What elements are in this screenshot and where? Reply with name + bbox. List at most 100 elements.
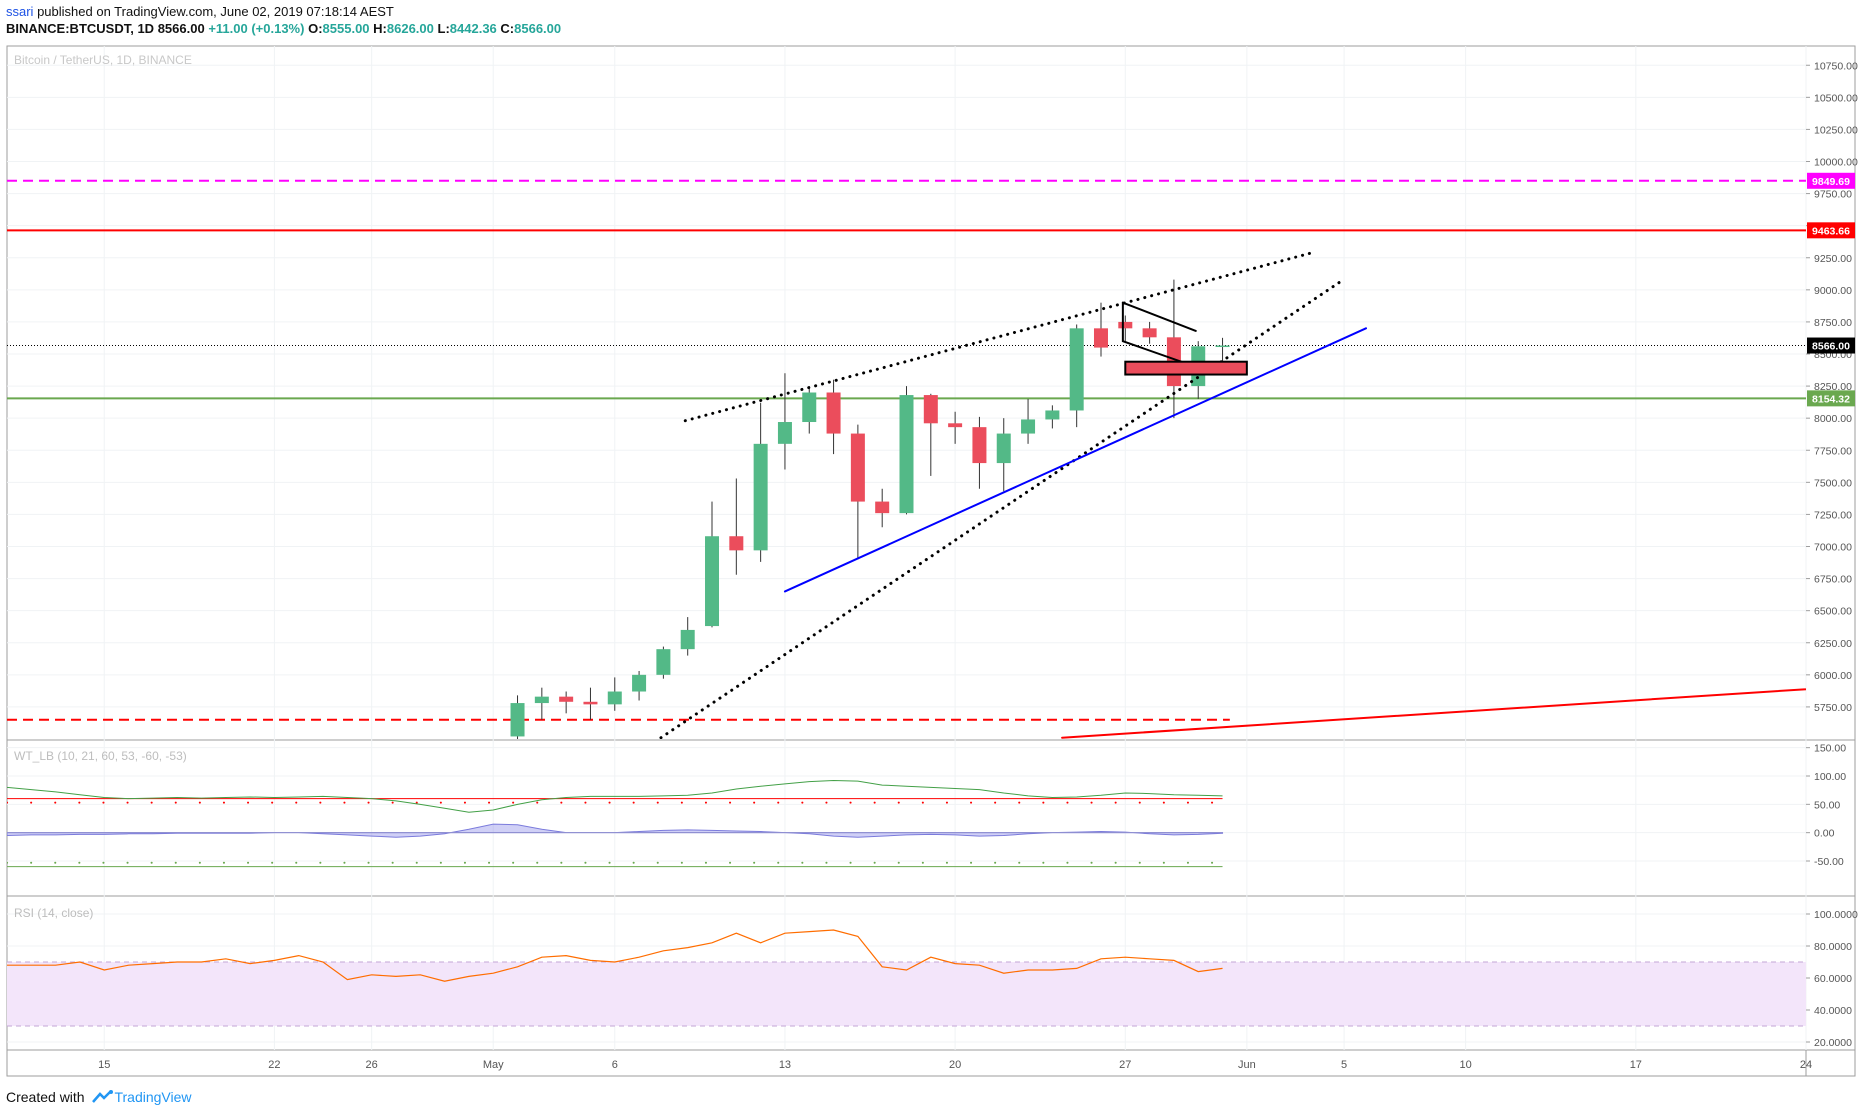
- svg-text:8566.00: 8566.00: [1812, 341, 1850, 353]
- price-tick-label: 10000.00: [1814, 157, 1858, 169]
- trendline[interactable]: [659, 279, 1344, 739]
- candle[interactable]: [899, 386, 914, 515]
- price-tick-label: 10250.00: [1814, 124, 1858, 136]
- candle[interactable]: [656, 646, 671, 679]
- chart-canvas[interactable]: 15 22 26 May 6 13 20 27 Jun 5 10 17 24 5750.00 6000.00…: [0, 0, 1873, 1080]
- tradingview-brand[interactable]: TradingView: [114, 1089, 192, 1105]
- trendline[interactable]: [1061, 683, 1873, 739]
- candle[interactable]: [729, 478, 744, 575]
- candle[interactable]: [753, 402, 768, 562]
- candle[interactable]: [632, 670, 647, 701]
- rsi-tick-label: 60.0000: [1814, 973, 1852, 985]
- time-tick-label: 27: [1119, 1059, 1131, 1071]
- candle[interactable]: [607, 677, 622, 711]
- candle[interactable]: [705, 501, 720, 628]
- price-level-tag: 8154.32: [1807, 390, 1855, 407]
- candle[interactable]: [1118, 315, 1133, 342]
- open-label: O:: [308, 21, 323, 36]
- wt-tick-label: 100.00: [1814, 771, 1846, 783]
- low-label: L:: [437, 21, 450, 36]
- time-tick-label: 10: [1460, 1059, 1472, 1071]
- price-tick-label: 7500.00: [1814, 477, 1852, 489]
- wt-pane-title: WT_LB (10, 21, 60, 53, -60, -53): [14, 749, 187, 763]
- candle[interactable]: [680, 617, 695, 656]
- time-tick-label: 17: [1630, 1059, 1642, 1071]
- time-tick-label: 20: [949, 1059, 961, 1071]
- rsi-tick-label: 20.0000: [1814, 1037, 1852, 1049]
- last-price: 8566.00: [157, 21, 205, 36]
- rsi-tick-label: 100.0000: [1814, 909, 1858, 921]
- close-value: 8566.00: [514, 21, 562, 36]
- candle[interactable]: [1045, 405, 1060, 429]
- open-value: 8555.00: [322, 21, 370, 36]
- wt-tick-label: -50.00: [1814, 856, 1844, 868]
- candle[interactable]: [996, 418, 1011, 492]
- rsi-pane: [7, 929, 1806, 1027]
- wt-pane: [7, 780, 1224, 868]
- wt-tick-label: 0.00: [1814, 828, 1835, 840]
- price-tick-label: 9000.00: [1814, 285, 1852, 297]
- candle[interactable]: [850, 424, 865, 560]
- price-tick-label: 9750.00: [1814, 189, 1852, 201]
- price-tick-label: 7750.00: [1814, 445, 1852, 457]
- main-pane-title: Bitcoin / TetherUS, 1D, BINANCE: [14, 53, 192, 67]
- candle[interactable]: [1093, 302, 1108, 357]
- time-tick-label: 13: [779, 1059, 791, 1071]
- candle[interactable]: [972, 416, 987, 489]
- candle[interactable]: [1021, 398, 1036, 444]
- rsi-pane-title: RSI (14, close): [14, 906, 93, 920]
- time-tick-label: Jun: [1238, 1059, 1256, 1071]
- candle[interactable]: [583, 687, 598, 720]
- price-tick-label: 9250.00: [1814, 253, 1852, 265]
- candle[interactable]: [1069, 324, 1084, 428]
- candle[interactable]: [1215, 337, 1230, 362]
- candle[interactable]: [875, 488, 890, 528]
- author-link[interactable]: ssari: [6, 4, 34, 19]
- price-tick-label: 8000.00: [1814, 413, 1852, 425]
- time-tick-label: May: [483, 1059, 504, 1071]
- svg-text:9463.66: 9463.66: [1812, 225, 1850, 237]
- svg-text:9849.69: 9849.69: [1812, 176, 1850, 188]
- symbol-legend: BINANCE:BTCUSDT, 1D 8566.00 +11.00 (+0.1…: [6, 20, 561, 37]
- price-tick-label: 6000.00: [1814, 670, 1852, 682]
- support-zone-rect[interactable]: [1124, 360, 1248, 376]
- trendline[interactable]: [1121, 301, 1197, 332]
- candle[interactable]: [923, 393, 938, 476]
- time-tick-label: 24: [1800, 1059, 1812, 1071]
- candle[interactable]: [948, 411, 963, 444]
- created-with-text: Created with: [6, 1089, 85, 1105]
- wt-tick-label: 150.00: [1814, 743, 1846, 755]
- price-tick-label: 8250.00: [1814, 381, 1852, 393]
- rsi-line: [7, 929, 1223, 982]
- candle[interactable]: [559, 691, 574, 714]
- price-tick-label: 8750.00: [1814, 317, 1852, 329]
- published-text: published on TradingView.com, June 02, 2…: [37, 4, 394, 19]
- price-level-tag: 9463.66: [1807, 222, 1855, 239]
- svg-text:8154.32: 8154.32: [1812, 393, 1850, 405]
- price-tick-label: 6250.00: [1814, 638, 1852, 650]
- candle[interactable]: [802, 386, 817, 434]
- close-label: C:: [500, 21, 515, 36]
- price-tick-label: 5750.00: [1814, 702, 1852, 714]
- wt-tick-label: 50.00: [1814, 799, 1840, 811]
- chart-header: ssari published on TradingView.com, June…: [6, 3, 561, 37]
- candle[interactable]: [826, 379, 841, 455]
- time-tick-label: 22: [268, 1059, 280, 1071]
- candle[interactable]: [777, 373, 792, 470]
- main-pane: [7, 179, 1873, 741]
- trendline[interactable]: [783, 327, 1367, 593]
- candle[interactable]: [534, 687, 549, 720]
- time-tick-label: 6: [612, 1059, 618, 1071]
- rsi-band: [7, 962, 1806, 1026]
- time-tick-label: 26: [366, 1059, 378, 1071]
- price-tick-label: 10500.00: [1814, 92, 1858, 104]
- trendline[interactable]: [683, 251, 1314, 423]
- low-value: 8442.36: [449, 21, 497, 36]
- high-value: 8626.00: [386, 21, 434, 36]
- price-tick-label: 10750.00: [1814, 60, 1858, 72]
- candle[interactable]: [510, 695, 525, 741]
- rsi-tick-label: 40.0000: [1814, 1005, 1852, 1017]
- price-tick-label: 6750.00: [1814, 574, 1852, 586]
- candle[interactable]: [1142, 321, 1157, 344]
- tradingview-logo-icon: [92, 1090, 114, 1103]
